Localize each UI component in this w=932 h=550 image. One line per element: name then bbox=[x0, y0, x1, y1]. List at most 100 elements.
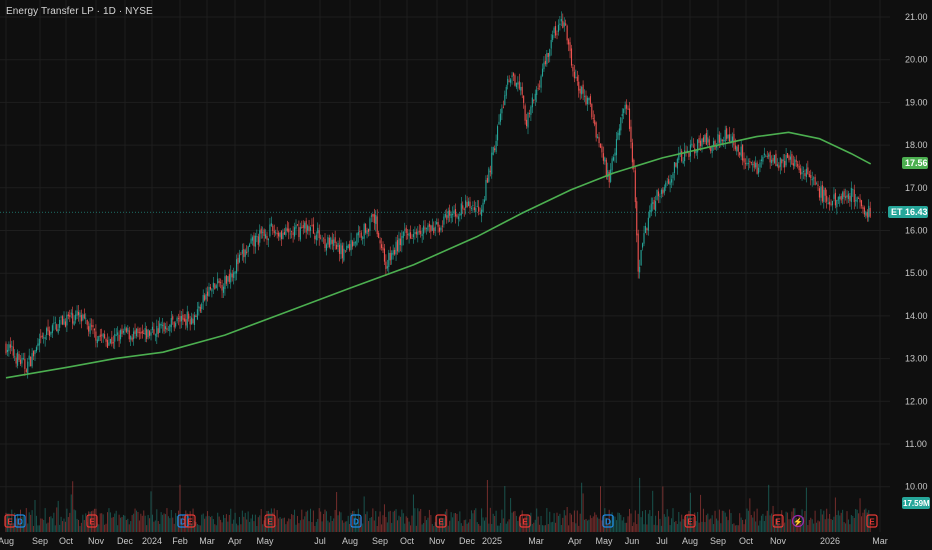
volume-bar bbox=[101, 513, 103, 532]
candle-body bbox=[320, 237, 322, 239]
volume-bar bbox=[562, 517, 564, 532]
volume-bar bbox=[312, 510, 314, 532]
candle-body bbox=[134, 330, 136, 334]
candle-body bbox=[846, 195, 848, 198]
volume-bar bbox=[411, 515, 413, 532]
split-event-icon[interactable]: ⚡ bbox=[791, 514, 805, 528]
volume-bar bbox=[385, 517, 387, 532]
volume-bar bbox=[24, 524, 26, 532]
volume-bar bbox=[240, 524, 242, 532]
volume-bar bbox=[304, 516, 306, 532]
candle-body bbox=[218, 280, 220, 284]
candle-body bbox=[101, 334, 103, 336]
x-tick-label: Sep bbox=[32, 536, 48, 546]
candle-body bbox=[180, 316, 182, 322]
volume-bar bbox=[205, 516, 207, 532]
dividend-event-icon[interactable]: D bbox=[602, 514, 614, 528]
volume-bar bbox=[127, 518, 129, 532]
x-tick-label: 2026 bbox=[820, 536, 840, 546]
volume-bar bbox=[655, 515, 657, 532]
volume-bar bbox=[569, 513, 571, 532]
volume-bar bbox=[649, 509, 651, 532]
volume-bar bbox=[337, 515, 339, 532]
volume-bar bbox=[663, 514, 665, 532]
candle-body bbox=[724, 129, 726, 142]
candle-body bbox=[137, 328, 139, 334]
candle-body bbox=[112, 342, 114, 344]
x-axis: Aug Sep Oct Nov Dec 2024 Feb Mar Apr May Jul Aug Sep… bbox=[0, 536, 888, 546]
volume-bar bbox=[707, 513, 709, 532]
volume-bar bbox=[143, 510, 145, 532]
candle-body bbox=[781, 159, 783, 164]
event-markers[interactable]: E D E D E E D E E D E E ⚡ E bbox=[4, 514, 878, 528]
volume-bar bbox=[804, 511, 806, 532]
candle-body bbox=[162, 325, 164, 326]
volume-bar bbox=[652, 490, 654, 532]
earnings-event-icon[interactable]: E bbox=[264, 514, 276, 528]
x-tick-label: Mar bbox=[528, 536, 544, 546]
volume-bar bbox=[234, 512, 236, 532]
candle-body bbox=[565, 23, 567, 26]
volume-bar bbox=[546, 508, 548, 532]
volume-bar bbox=[389, 510, 391, 532]
volume-bar bbox=[600, 486, 601, 532]
volume-bar bbox=[204, 518, 206, 532]
volume-bar bbox=[727, 520, 729, 532]
volume-bar bbox=[829, 513, 831, 532]
volume-bar bbox=[798, 515, 800, 532]
earnings-event-icon[interactable]: E bbox=[519, 514, 531, 528]
candle-body bbox=[620, 117, 622, 131]
volume-bar bbox=[840, 512, 842, 532]
volume-bar bbox=[808, 519, 810, 532]
candle-body bbox=[549, 49, 551, 57]
candle-body bbox=[570, 48, 573, 66]
candle-body bbox=[459, 213, 461, 216]
candle-body bbox=[611, 158, 613, 171]
volume-bar bbox=[253, 521, 255, 532]
volume-bar bbox=[729, 509, 731, 532]
candle-body bbox=[186, 311, 188, 328]
dividend-event-icon[interactable]: D bbox=[14, 514, 26, 528]
dividend-event-icon[interactable]: D bbox=[177, 514, 189, 528]
candle-body bbox=[307, 225, 309, 231]
candle-body bbox=[272, 225, 274, 232]
candle-body bbox=[523, 95, 525, 103]
volume-bar bbox=[341, 520, 343, 532]
candle-body bbox=[59, 319, 61, 328]
candle-body bbox=[521, 86, 523, 95]
candle-body bbox=[350, 239, 352, 251]
volume-bar bbox=[608, 509, 610, 532]
x-tick-label: Feb bbox=[172, 536, 188, 546]
candle-body bbox=[424, 227, 426, 230]
candle-body bbox=[594, 120, 596, 125]
earnings-event-icon[interactable]: E bbox=[184, 514, 196, 528]
candle-body bbox=[646, 228, 648, 230]
candle-body bbox=[829, 201, 831, 205]
candle-body bbox=[626, 104, 628, 109]
earnings-event-icon[interactable]: E bbox=[684, 514, 696, 528]
volume-bar bbox=[536, 508, 538, 532]
candle-body bbox=[771, 159, 773, 164]
dividend-icon bbox=[602, 514, 614, 528]
volume-bar bbox=[70, 494, 72, 532]
volume-bar bbox=[18, 519, 20, 532]
earnings-event-icon[interactable]: E bbox=[86, 514, 98, 528]
candle-body bbox=[238, 254, 240, 263]
volume-bar bbox=[758, 525, 760, 532]
x-tick-label: May bbox=[595, 536, 613, 546]
candle-body bbox=[572, 67, 574, 72]
volume-bar bbox=[501, 509, 503, 532]
earnings-event-icon[interactable]: E bbox=[772, 514, 784, 528]
volume-bar bbox=[80, 522, 82, 532]
dividend-event-icon[interactable]: D bbox=[350, 514, 362, 528]
candle-body bbox=[133, 331, 135, 340]
candle-body bbox=[640, 250, 642, 266]
candle-body bbox=[240, 253, 242, 255]
volume-bar bbox=[366, 511, 368, 532]
candle-body bbox=[760, 159, 762, 161]
volume-bar bbox=[498, 525, 500, 532]
earnings-event-icon[interactable]: E bbox=[435, 514, 447, 528]
candle-body bbox=[195, 315, 197, 318]
earnings-event-icon[interactable]: E bbox=[866, 514, 878, 528]
